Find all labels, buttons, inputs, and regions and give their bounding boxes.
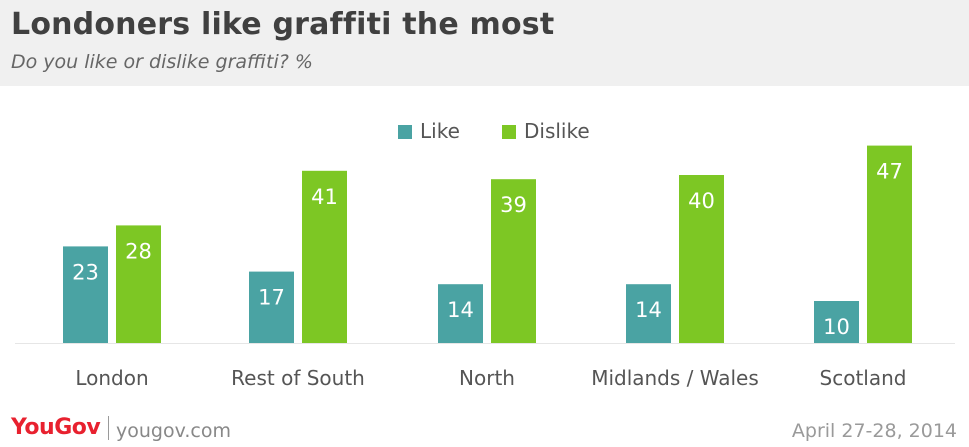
bar-like-4 xyxy=(626,284,671,343)
chart-title: Londoners like graffiti the most xyxy=(11,7,555,42)
logo-divider xyxy=(108,416,109,440)
bar-like-2 xyxy=(249,271,294,343)
bar-dislike-4 xyxy=(679,175,724,343)
data-label-like-5: 10 xyxy=(823,315,850,339)
category-label-1: London xyxy=(75,366,148,390)
yougov-logo: YouGov xyxy=(11,415,101,440)
data-label-like-4: 14 xyxy=(635,298,662,322)
data-label-like-3: 14 xyxy=(447,298,474,322)
bar-chart: 23 28 London 17 41 Rest of South 14 39 North 14 40… xyxy=(15,145,955,390)
legend-swatch-like xyxy=(398,125,412,139)
chart-header: Londoners like graffiti the most Do you … xyxy=(0,0,969,86)
data-label-dislike-3: 39 xyxy=(500,193,527,217)
bar-like-3 xyxy=(438,284,483,343)
bar-dislike-1 xyxy=(116,225,161,343)
data-label-like-1: 23 xyxy=(72,260,99,284)
data-label-dislike-5: 47 xyxy=(876,160,903,184)
category-label-4: Midlands / Wales xyxy=(591,366,759,390)
survey-date: April 27-28, 2014 xyxy=(791,420,957,442)
bar-like-5 xyxy=(814,301,859,343)
data-label-dislike-2: 41 xyxy=(311,185,338,209)
category-label-3: North xyxy=(459,366,515,390)
chart-subtitle: Do you like or dislike graffiti? % xyxy=(11,51,313,73)
category-label-5: Scotland xyxy=(820,366,907,390)
data-label-dislike-4: 40 xyxy=(688,189,715,213)
source-site: yougov.com xyxy=(116,420,231,442)
legend-label-dislike: Dislike xyxy=(524,119,590,143)
bar-dislike-3 xyxy=(491,179,536,343)
chart-legend: Like Dislike xyxy=(0,118,969,146)
bar-dislike-5 xyxy=(867,145,912,343)
legend-label-like: Like xyxy=(420,119,460,143)
data-label-like-2: 17 xyxy=(258,286,285,310)
legend-swatch-dislike xyxy=(502,125,516,139)
chart-footer: YouGov yougov.com April 27-28, 2014 xyxy=(0,412,969,447)
bar-like-1 xyxy=(63,246,108,343)
category-label-2: Rest of South xyxy=(231,366,365,390)
bar-dislike-2 xyxy=(302,170,347,343)
data-label-dislike-1: 28 xyxy=(125,239,152,263)
